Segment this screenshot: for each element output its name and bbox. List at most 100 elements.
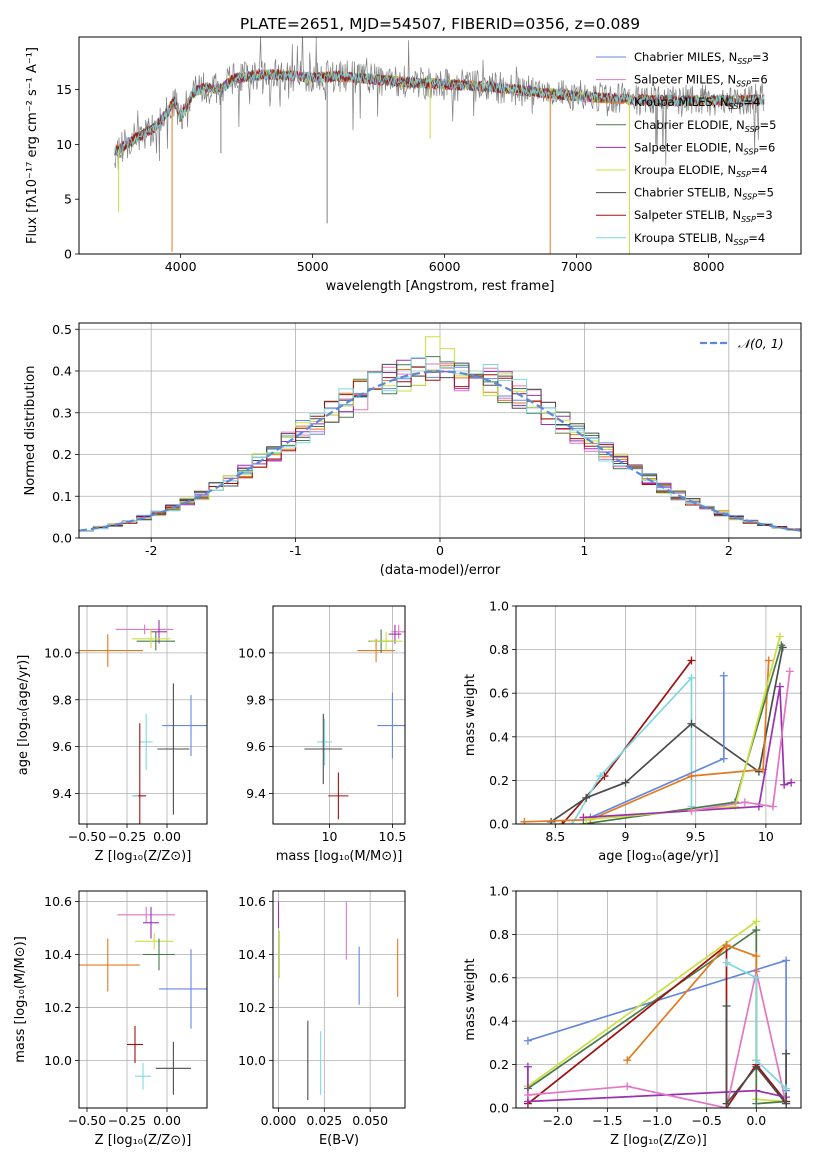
weight-marker [568,820,577,824]
y-tick-label: 5 [64,192,72,207]
weight-marker [787,778,796,787]
x-tick-label: 8.5 [545,829,565,844]
x-tick-label: 0.050 [352,1113,388,1128]
y-tick-label: 9.8 [246,692,266,707]
legend-label: Chabrier ELODIE, NSSP=5 [634,118,776,134]
weight-marker [752,973,761,982]
plot-area [79,906,207,1095]
mass-vs-ebv-panel: 0.000 0.025 0.050 10.0 10.2 10.4 10.6 E(B-V) [238,890,406,1148]
y-tick-label: 0.3 [52,405,72,420]
plot-area [277,901,399,1101]
weight-line [561,659,693,824]
x-tick-label: 0.00 [153,829,181,844]
y-tick-label: 10.4 [238,947,266,962]
y-axis-label: mass weight [463,674,478,756]
legend-count: =3 [756,208,773,222]
weight-line [527,971,787,1108]
y-tick-label: 0.0 [52,531,72,546]
figure-title: PLATE=2651, MJD=54507, FIBERID=0356, z=0… [240,15,640,33]
plot-area [114,37,765,254]
weight-marker [785,667,794,676]
x-tick-label: 1 [580,543,588,558]
x-tick-label: −0.50 [68,1113,106,1128]
y-tick-label: 9.4 [246,786,266,801]
weight-marker [782,956,791,965]
weight-marker [579,813,588,822]
weight-marker [722,1002,731,1011]
weight-marker [782,1099,791,1108]
plot-area [304,624,405,820]
y-axis-label: Normed distribution [23,366,38,496]
legend-subscript: SSP [737,57,752,66]
weight-marker [687,656,696,665]
legend-label: Salpeter STELIB, NSSP=3 [634,208,773,224]
age-vs-mass-panel: 10 10.5 9.4 9.6 9.8 10.0 mass [log₁₀(M/M⊙)] [238,605,406,864]
legend-label: Kroupa STELIB, NSSP=4 [634,231,765,247]
weight-marker [775,682,784,691]
x-tick-label: −2.0 [543,1113,573,1128]
weight-line [527,943,787,1108]
legend-subscript: SSP [734,238,749,247]
y-tick-label: 10.0 [238,1053,266,1068]
weight-marker [687,719,696,728]
y-tick-label: 9.8 [52,692,72,707]
plot-area [79,336,801,532]
x-tick-label: -2 [145,543,157,558]
y-tick-label: 0 [64,247,72,262]
legend-count: =4 [743,95,760,109]
y-axis-label: mass weight [463,958,478,1040]
histogram-step-line [79,336,801,532]
weight-marker [752,1056,761,1065]
weight-marker [719,671,728,680]
legend-subscript: SSP [741,215,756,224]
legend-text: Kroupa MILES, N [634,95,729,109]
x-tick-label: 0.025 [306,1113,342,1128]
y-tick-label: 0.2 [489,773,509,788]
weight-marker [752,952,761,961]
weight-marker [752,926,761,935]
y-tick-label: 0.4 [489,1014,509,1029]
weight-marker [687,772,696,781]
x-tick-label: 4000 [165,259,197,274]
weight-marker [523,1036,532,1045]
weight-marker [523,1062,532,1071]
mass-vs-metallicity-panel: −0.50 −0.25 0.00 10.0 10.2 10.4 10.6 Z [log₁₀(Z… [13,890,208,1148]
plot-area [523,917,791,1108]
weight-marker [782,1084,791,1093]
y-tick-label: 10.2 [44,1000,72,1015]
x-tick-label: 10 [322,829,338,844]
x-axis-label: Z [log₁₀(Z/Z⊙)] [610,1133,707,1148]
weight-vs-age-panel: 8.5 9 9.5 10 0.0 0.2 0.4 0.6 0.8 1.0 age [log₁₀(ag… [463,599,802,864]
legend-text: Kroupa ELODIE, N [634,163,736,177]
y-tick-label: 9.4 [52,786,72,801]
weight-marker [777,641,786,650]
histogram-step-line [79,363,801,532]
legend-text: Kroupa STELIB, N [634,231,734,245]
y-axis-label: age [log₁₀(age/yr)] [16,655,31,776]
legend-text: Salpeter ELODIE, N [634,140,744,154]
legend-label: Chabrier STELIB, NSSP=5 [634,186,774,202]
legend-count: =4 [751,163,768,177]
weight-marker [782,1049,791,1058]
weight-line [590,675,725,819]
weight-line [726,961,787,1090]
y-tick-label: 0.0 [489,817,509,832]
x-tick-label: 0.0 [746,1113,766,1128]
x-tick-label: 0.00 [153,1113,181,1128]
weight-marker [621,778,630,787]
legend-subscript: SSP [744,147,759,156]
weight-marker [752,1099,761,1108]
weight-marker [764,656,773,665]
x-tick-label: 0 [436,543,444,558]
age-vs-metallicity-panel: −0.50 −0.25 0.00 9.4 9.6 9.8 10.0 Z [log₁₀(Z/Z⊙… [16,605,208,864]
legend-subscript: SSP [745,125,760,134]
y-tick-label: 10 [56,137,72,152]
x-tick-label: −0.50 [68,829,106,844]
weight-marker [687,806,696,815]
y-tick-label: 0.0 [489,1101,509,1116]
weight-marker [775,632,784,641]
x-tick-label: 9 [622,829,630,844]
axes-frame [78,890,208,1109]
y-tick-label: 9.6 [246,739,266,754]
legend-subscript: SSP [736,80,751,89]
